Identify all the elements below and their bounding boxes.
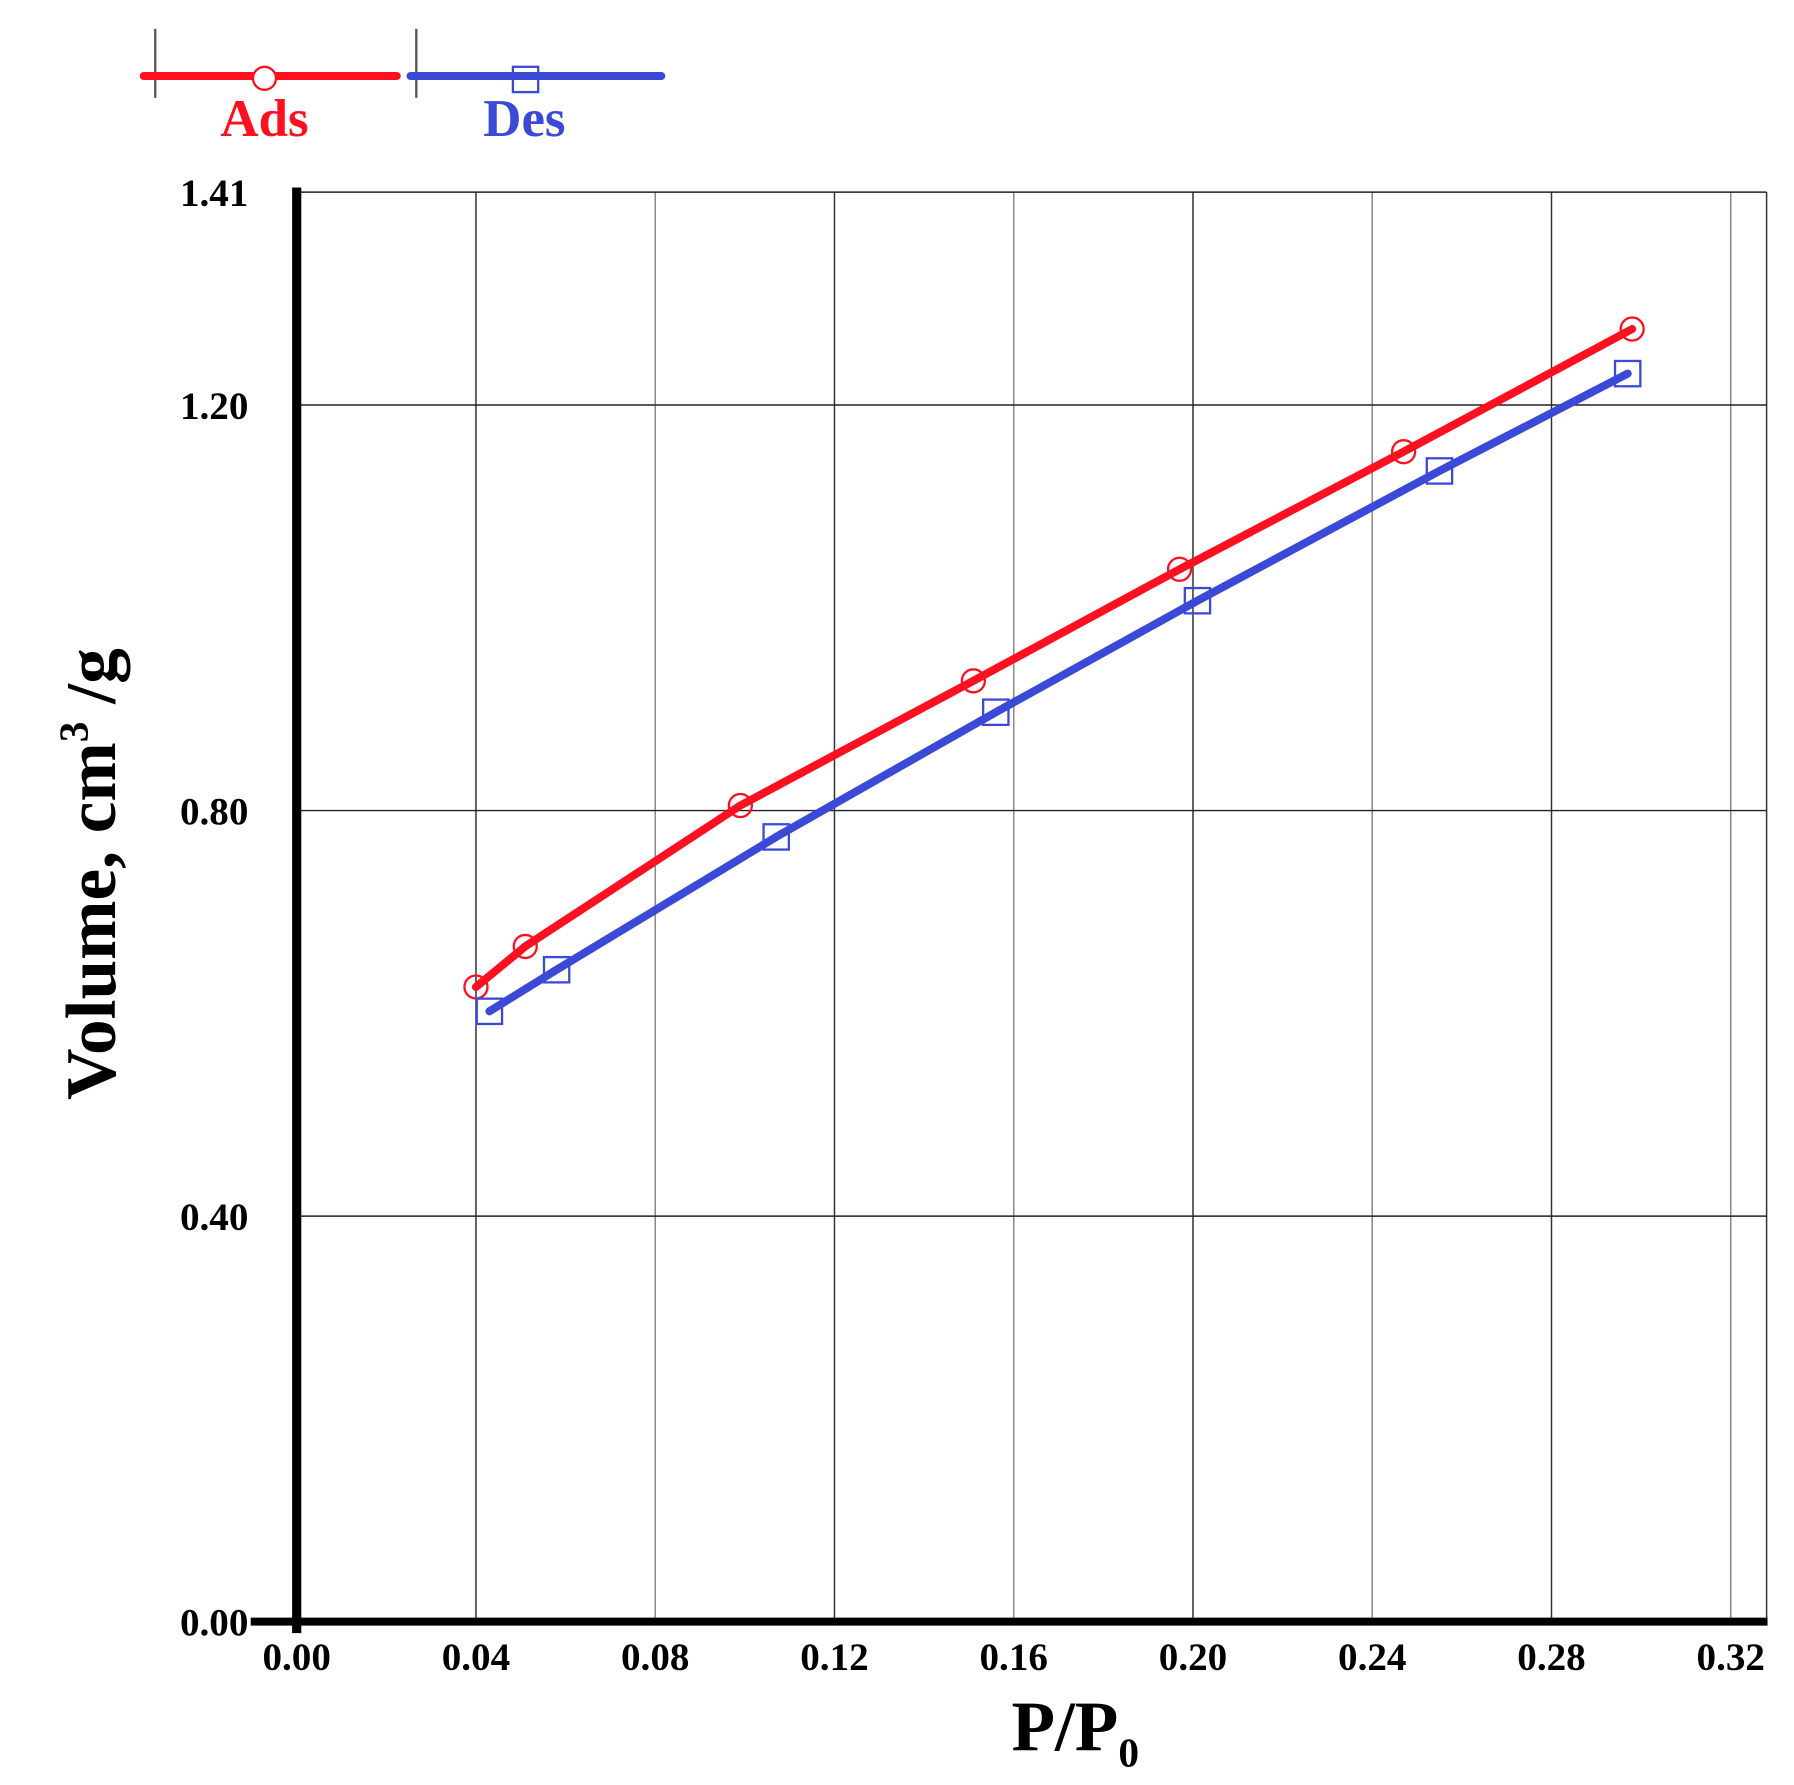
- data-point-ads: [512, 933, 538, 960]
- data-point-des: [762, 823, 791, 851]
- y-axis-label-tail: /g: [52, 648, 131, 721]
- data-point-ads: [960, 668, 987, 694]
- data-point-des: [981, 698, 1010, 727]
- y-tick-label: 1.41: [180, 172, 248, 215]
- x-tick-label: 0.20: [1159, 1636, 1227, 1679]
- y-tick-label: 1.20: [180, 385, 248, 428]
- legend: Ads Des: [139, 28, 666, 148]
- legend-label-ads: Ads: [220, 90, 308, 148]
- x-tick-label: 0.24: [1338, 1636, 1406, 1679]
- x-tick-label: 0.04: [442, 1636, 510, 1679]
- x-tick-label: 0.12: [800, 1636, 868, 1679]
- series-des: [475, 359, 1642, 1026]
- tick-labels: 0.00 0.04 0.08 0.12 0.16 0.20 0.24 0.28 0.32 0.00…: [180, 172, 1765, 1679]
- x-tick-label: 0.28: [1517, 1636, 1585, 1679]
- legend-label-des: Des: [483, 90, 565, 148]
- legend-marker-square-icon: [511, 65, 540, 94]
- x-axis-label: P/P0: [1011, 1687, 1139, 1775]
- data-point-des: [542, 955, 571, 984]
- x-axis-label-subscript: 0: [1118, 1730, 1139, 1776]
- legend-marker-circle-icon: [251, 65, 278, 91]
- data-point-des: [475, 997, 504, 1026]
- series-layer: [463, 316, 1645, 1026]
- data-point-ads: [1166, 556, 1193, 582]
- data-point-ads: [727, 792, 754, 819]
- y-axis-label: Volume, cm3 /g: [50, 648, 131, 1100]
- series-line-ads: [471, 324, 1637, 991]
- y-tick-label: 0.40: [180, 1196, 248, 1239]
- legend-item-ads: Ads: [139, 28, 401, 148]
- x-tick-label: 0.16: [980, 1636, 1048, 1679]
- x-tick-label: 0.08: [621, 1636, 689, 1679]
- x-tick-label: 0.32: [1697, 1636, 1765, 1679]
- data-point-des: [1425, 457, 1454, 485]
- data-point-des: [1183, 586, 1212, 615]
- y-tick-label: 0.00: [180, 1601, 248, 1644]
- data-point-ads: [1390, 439, 1417, 465]
- data-point-ads: [1619, 316, 1645, 342]
- y-axis-label-superscript: 3: [50, 722, 96, 743]
- axes: [250, 187, 1768, 1634]
- data-point-des: [1613, 359, 1642, 388]
- x-tick-label: 0.00: [263, 1636, 331, 1679]
- legend-item-des: Des: [406, 28, 666, 148]
- series-ads: [463, 316, 1645, 1000]
- series-line-des: [485, 369, 1632, 1016]
- grid: [296, 191, 1768, 1622]
- y-tick-label: 0.80: [180, 790, 248, 833]
